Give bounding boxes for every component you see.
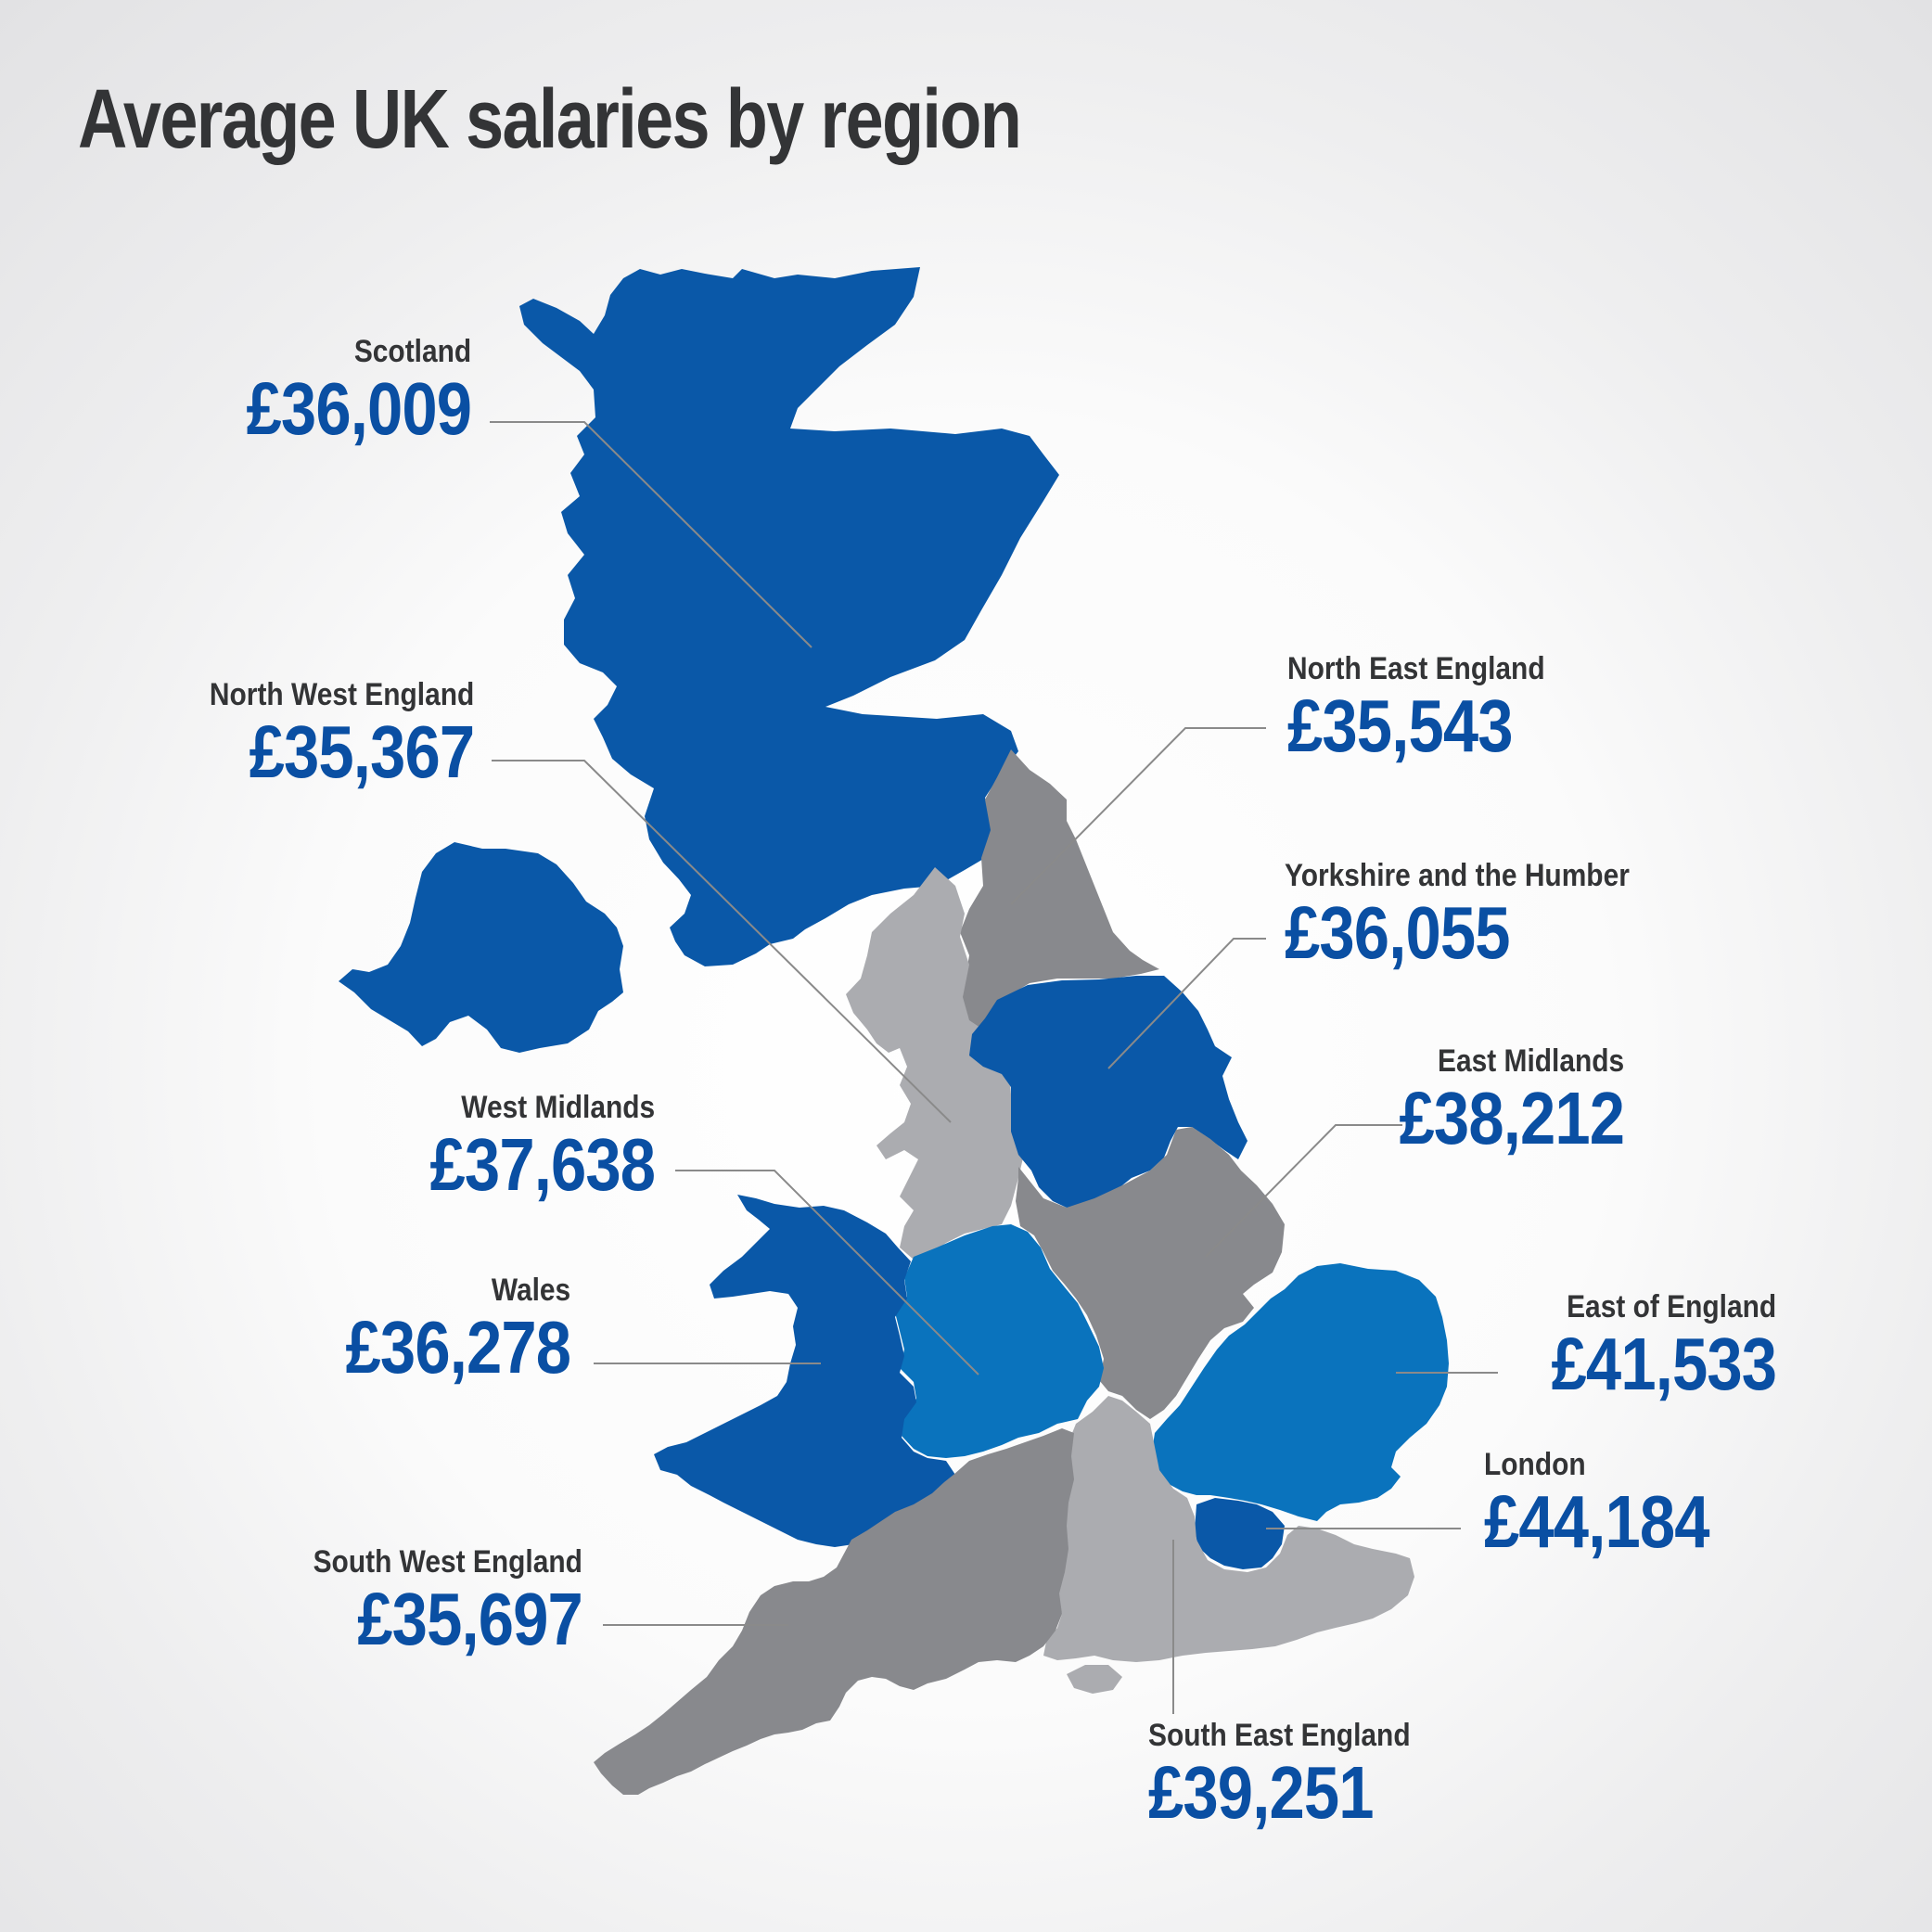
region-name: London — [1484, 1447, 1586, 1482]
region-name: West Midlands — [461, 1090, 655, 1125]
leader-north-east-england — [1010, 727, 1266, 905]
leader-north-west-england — [492, 760, 952, 1123]
leader-scotland — [490, 421, 812, 648]
leader-lines — [490, 421, 1498, 1714]
region-name: East Midlands — [1437, 1043, 1624, 1079]
region-salary: £35,367 — [249, 710, 475, 793]
region-east-of-england — [1152, 1263, 1449, 1521]
isle-of-wight — [1067, 1665, 1122, 1694]
region-salary: £35,543 — [1287, 685, 1514, 767]
label-north-west-england: North West England £35,367 — [173, 677, 475, 793]
region-south-west-england — [594, 1428, 1074, 1795]
region-yorkshire-and-the-humber — [969, 976, 1247, 1208]
leader-yorkshire-and-the-humber — [1107, 938, 1266, 1069]
region-salary: £44,184 — [1484, 1480, 1710, 1563]
region-salary: £38,212 — [1399, 1077, 1625, 1159]
region-salary: £41,533 — [1551, 1323, 1777, 1405]
label-london: London £44,184 — [1484, 1447, 1746, 1559]
region-salary: £35,697 — [357, 1578, 583, 1660]
label-scotland: Scotland £36,009 — [210, 334, 472, 450]
label-south-west-england: South West England £35,697 — [276, 1544, 583, 1660]
label-west-midlands: West Midlands £37,638 — [393, 1090, 656, 1206]
region-name: Yorkshire and the Humber — [1285, 858, 1630, 893]
leader-east-midlands — [1205, 1124, 1402, 1258]
region-salary: £37,638 — [429, 1123, 656, 1206]
label-yorkshire-and-the-humber: Yorkshire and the Humber £36,055 — [1285, 858, 1677, 970]
region-wales — [654, 1195, 955, 1547]
region-salary: £36,278 — [345, 1306, 571, 1388]
region-name: North East England — [1287, 651, 1545, 686]
region-scotland — [519, 267, 1059, 966]
region-west-midlands — [895, 1224, 1104, 1458]
region-name: Wales — [491, 1273, 570, 1308]
region-south-east-england — [1043, 1396, 1414, 1662]
region-salary: £36,009 — [246, 367, 472, 450]
label-south-east-england: South East England £39,251 — [1148, 1718, 1446, 1830]
region-east-midlands — [1016, 1127, 1285, 1419]
region-northern-ireland — [339, 842, 623, 1053]
leader-west-midlands — [675, 1170, 979, 1375]
region-name: Scotland — [353, 334, 471, 369]
region-name: North West England — [209, 677, 474, 712]
region-london — [1195, 1498, 1285, 1569]
region-name: South East England — [1148, 1718, 1411, 1753]
region-salary: £36,055 — [1285, 891, 1511, 974]
region-name: East of England — [1566, 1289, 1776, 1324]
label-east-of-england: East of England £41,533 — [1515, 1289, 1777, 1405]
page-title: Average UK salaries by region — [78, 73, 1022, 166]
region-north-west-england — [846, 867, 1025, 1260]
region-name: South West England — [313, 1544, 582, 1580]
region-north-east-england — [960, 749, 1159, 1034]
region-salary: £39,251 — [1148, 1751, 1375, 1834]
label-wales: Wales £36,278 — [309, 1273, 571, 1388]
label-north-east-england: North East England £35,543 — [1287, 651, 1580, 763]
label-east-midlands: East Midlands £38,212 — [1363, 1043, 1625, 1159]
